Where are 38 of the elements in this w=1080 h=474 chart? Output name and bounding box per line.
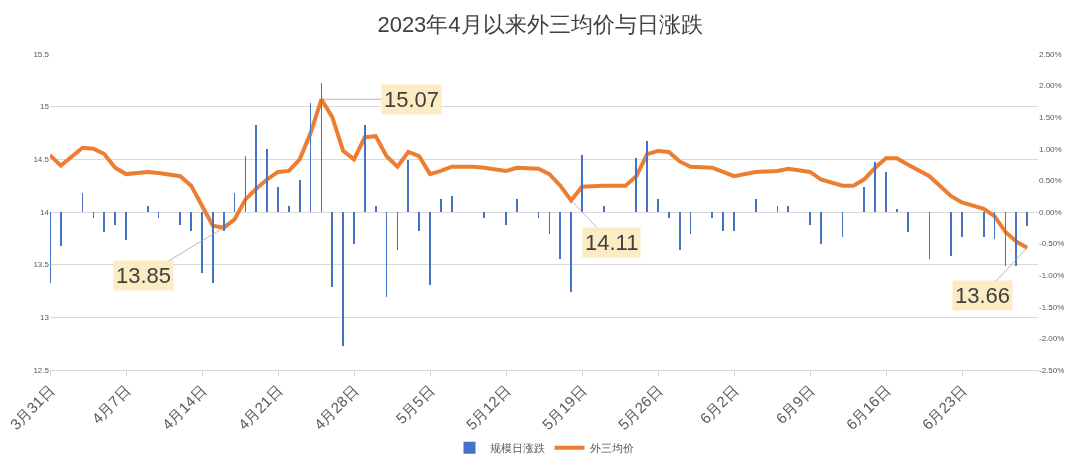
y2-tick-label: 2.50% [1039,49,1062,59]
x-tick-label: 4月14日 [158,381,210,433]
y2-tick-label: 0.00% [1039,207,1062,217]
x-tick-label: 5月5日 [392,381,438,427]
y2-tick-label: 1.00% [1039,144,1062,154]
annotation: 13.66 [955,283,1011,308]
x-tick-label: 5月19日 [538,381,590,433]
y2-tick-label: 2.00% [1039,81,1062,91]
y-tick-label: 14 [40,207,50,217]
y2-tick-label: -2.00% [1039,334,1065,344]
y2-tick-label: -1.00% [1039,271,1065,280]
x-tick-label: 5月26日 [614,381,666,433]
y-tick-label: 12.5 [33,365,50,375]
y2-tick-label: -1.50% [1039,302,1065,312]
y2-tick-label: 0.50% [1039,176,1062,186]
x-tick-label: 4月28日 [310,381,362,433]
chart-title: 2023年4月以来外三均价与日涨跌 [377,11,703,37]
x-tick-label: 6月23日 [918,381,970,433]
legend-label: 外三均价 [589,441,634,454]
x-tick-label: 6月2日 [696,381,742,427]
y-tick-label: 15 [40,102,50,112]
x-tick-label: 5月12日 [462,381,514,433]
legend-label: 规模日涨跌 [489,441,545,454]
y-tick-label: 13.5 [33,260,50,270]
x-tick-label: 6月16日 [842,381,894,433]
x-tick-label: 4月21日 [234,381,286,433]
x-tick-label: 6月9日 [772,381,818,427]
y2-tick-label: 1.50% [1039,113,1062,122]
annotation: 15.07 [384,87,440,112]
y2-tick-label: -0.50% [1039,239,1065,249]
y-tick-label: 15.5 [33,49,50,59]
x-tick-label: 4月7日 [88,381,134,427]
y-tick-label: 14.5 [33,155,50,165]
annotation: 14.11 [585,230,639,255]
y2-tick-label: -2.50% [1039,365,1065,375]
annotation: 13.85 [116,263,172,288]
x-tick-label: 3月31日 [6,381,58,433]
y-tick-label: 13 [40,313,50,323]
